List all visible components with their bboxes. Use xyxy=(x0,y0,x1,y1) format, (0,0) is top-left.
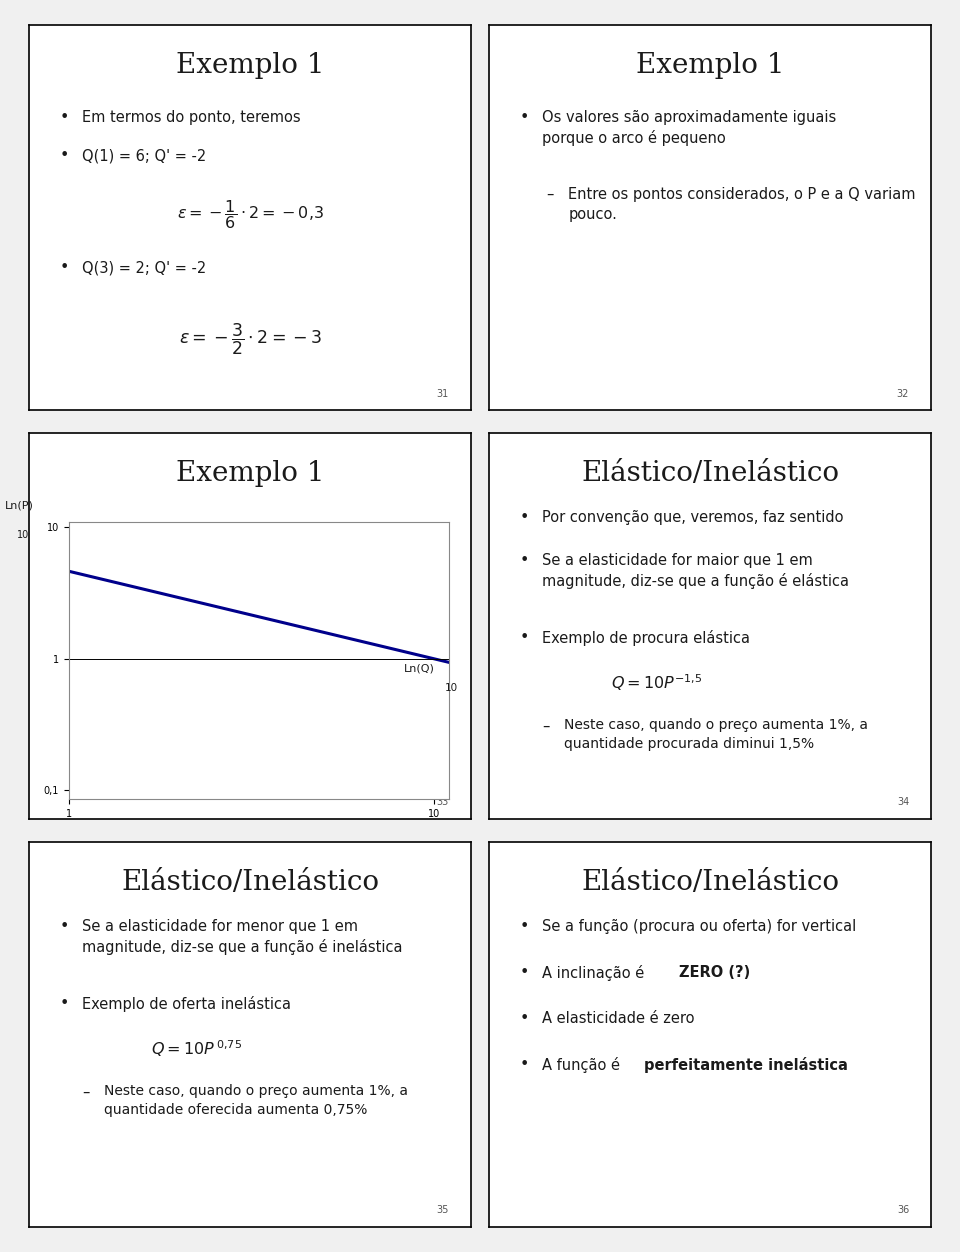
Text: $Q = 10P^{-1{,}5}$: $Q = 10P^{-1{,}5}$ xyxy=(612,672,703,692)
Text: Por convenção que, veremos, faz sentido: Por convenção que, veremos, faz sentido xyxy=(542,511,844,526)
Text: –: – xyxy=(546,187,554,202)
Text: •: • xyxy=(519,630,529,645)
Text: 32: 32 xyxy=(897,388,909,398)
Text: •: • xyxy=(519,511,529,526)
Text: Neste caso, quando o preço aumenta 1%, a
quantidade oferecida aumenta 0,75%: Neste caso, quando o preço aumenta 1%, a… xyxy=(104,1084,408,1117)
Text: •: • xyxy=(60,260,69,275)
Text: –: – xyxy=(542,719,549,734)
Text: 31: 31 xyxy=(437,388,449,398)
Text: $Q = 10P^{\,0{,}75}$: $Q = 10P^{\,0{,}75}$ xyxy=(152,1038,243,1059)
Text: •: • xyxy=(60,148,69,163)
Text: Exemplo de oferta inelástica: Exemplo de oferta inelástica xyxy=(82,995,291,1012)
Text: Os valores são aproximadamente iguais
porque o arco é pequeno: Os valores são aproximadamente iguais po… xyxy=(542,110,836,146)
Text: Elástico/Inelástico: Elástico/Inelástico xyxy=(121,869,379,895)
Text: •: • xyxy=(519,965,529,980)
Text: Exemplo 1: Exemplo 1 xyxy=(176,461,324,487)
Text: A inclinação é: A inclinação é xyxy=(542,965,649,982)
Text: A função é: A função é xyxy=(542,1058,625,1073)
Text: •: • xyxy=(519,919,529,934)
Text: Elástico/Inelástico: Elástico/Inelástico xyxy=(581,461,839,487)
Text: Exemplo 1: Exemplo 1 xyxy=(636,53,784,79)
Text: •: • xyxy=(60,995,69,1010)
Text: 34: 34 xyxy=(897,798,909,808)
Text: $\varepsilon = -\dfrac{3}{2} \cdot 2 = -3$: $\varepsilon = -\dfrac{3}{2} \cdot 2 = -… xyxy=(179,322,322,357)
Text: perfeitamente inelástica: perfeitamente inelástica xyxy=(643,1058,848,1073)
Text: Se a elasticidade for maior que 1 em
magnitude, diz-se que a função é elástica: Se a elasticidade for maior que 1 em mag… xyxy=(542,553,849,588)
Text: Q(3) = 2; Q' = -2: Q(3) = 2; Q' = -2 xyxy=(82,260,206,275)
Text: •: • xyxy=(519,1012,529,1027)
Text: Em termos do ponto, teremos: Em termos do ponto, teremos xyxy=(82,110,300,125)
Text: ZERO (?): ZERO (?) xyxy=(679,965,751,980)
Text: •: • xyxy=(519,553,529,568)
Text: $\varepsilon = -\dfrac{1}{6} \cdot 2 = -0{,}3$: $\varepsilon = -\dfrac{1}{6} \cdot 2 = -… xyxy=(177,198,324,232)
Text: •: • xyxy=(519,110,529,125)
Text: Q(1) = 6; Q' = -2: Q(1) = 6; Q' = -2 xyxy=(82,148,206,163)
Text: Se a função (procura ou oferta) for vertical: Se a função (procura ou oferta) for vert… xyxy=(542,919,856,934)
Text: –: – xyxy=(82,1084,89,1099)
Text: •: • xyxy=(519,1058,529,1073)
Text: •: • xyxy=(60,919,69,934)
Text: Neste caso, quando o preço aumenta 1%, a
quantidade procurada diminui 1,5%: Neste caso, quando o preço aumenta 1%, a… xyxy=(564,719,868,751)
Text: Se a elasticidade for menor que 1 em
magnitude, diz-se que a função é inelástica: Se a elasticidade for menor que 1 em mag… xyxy=(82,919,402,955)
Text: Exemplo de procura elástica: Exemplo de procura elástica xyxy=(542,630,750,646)
Text: Entre os pontos considerados, o P e a Q variam
pouco.: Entre os pontos considerados, o P e a Q … xyxy=(568,187,916,222)
Text: Elástico/Inelástico: Elástico/Inelástico xyxy=(581,869,839,895)
Text: 36: 36 xyxy=(897,1206,909,1216)
Text: 33: 33 xyxy=(437,798,449,808)
Text: Exemplo 1: Exemplo 1 xyxy=(176,53,324,79)
Text: •: • xyxy=(60,110,69,125)
Text: A elasticidade é zero: A elasticidade é zero xyxy=(542,1012,694,1027)
Text: 35: 35 xyxy=(437,1206,449,1216)
